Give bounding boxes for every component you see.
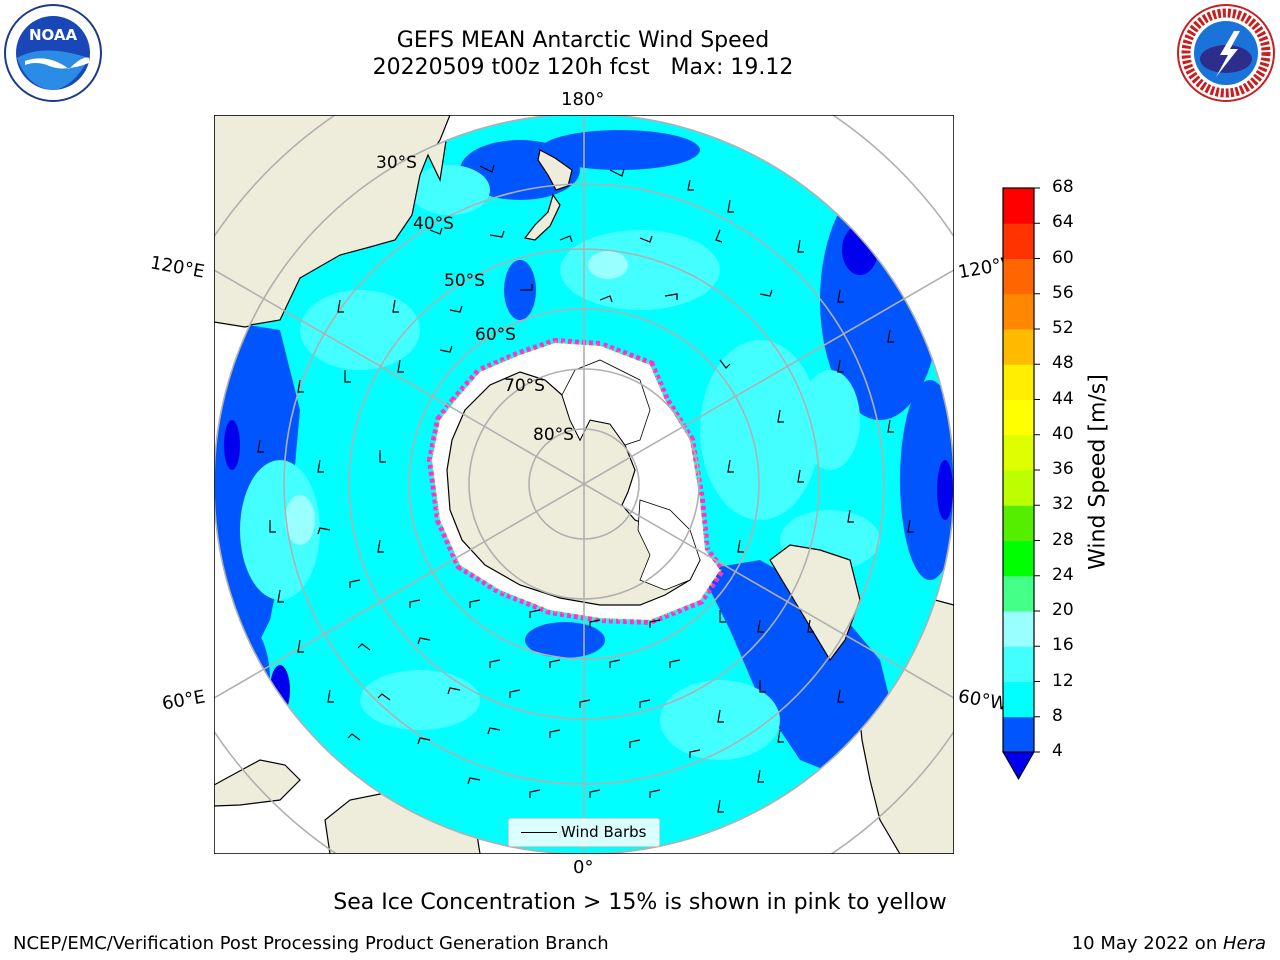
colorbar-tick-label: 64 — [1052, 212, 1074, 233]
lon-label-180: 180° — [561, 89, 605, 110]
chart-subtitle: 20220509 t00z 120h fcst Max: 19.12 — [372, 55, 794, 80]
new-zealand-south — [523, 193, 561, 241]
colorbar-segment — [1003, 681, 1034, 718]
chart-title: GEFS MEAN Antarctic Wind Speed — [396, 28, 770, 53]
colorbar-segment — [1003, 505, 1034, 541]
colorbar-tick-label: 24 — [1052, 564, 1074, 585]
colorbar-tick-label: 16 — [1052, 635, 1074, 656]
colorbar-segment — [1003, 293, 1034, 330]
colorbar-segment — [1003, 329, 1034, 365]
colorbar-tick-label: 48 — [1052, 353, 1074, 374]
legend-label: Wind Barbs — [561, 823, 647, 841]
colorbar-tick-label: 20 — [1052, 600, 1074, 620]
colorbar-tick-label: 28 — [1052, 529, 1074, 550]
lat-label-50s: 50°S — [444, 271, 485, 291]
lat-label-30s: 30°S — [376, 153, 417, 173]
lat-label-60s: 60°S — [475, 325, 516, 345]
colorbar-segment — [1003, 716, 1034, 753]
nws-logo-icon — [1177, 4, 1275, 102]
colorbar-segment — [1003, 470, 1034, 506]
footer-host: Hera — [1222, 933, 1266, 954]
colorbar-tick-label: 8 — [1052, 705, 1063, 726]
lat-label-70s: 70°S — [504, 376, 545, 396]
lat-label-40s: 40°S — [413, 214, 454, 234]
colorbar-segment — [1003, 646, 1034, 682]
noaa-logo-icon: NOAA — [4, 4, 102, 102]
colorbar — [1002, 187, 1040, 781]
noaa-logo-text: NOAA — [29, 26, 78, 44]
new-zealand-north — [537, 149, 573, 191]
sea-ice-caption: Sea Ice Concentration > 15% is shown in … — [333, 890, 947, 915]
map-legend: Wind Barbs — [508, 818, 660, 847]
colorbar-segment — [1003, 434, 1034, 471]
footer-date: 10 May 2022 on Hera — [1072, 933, 1266, 954]
colorbar-tick-label: 44 — [1052, 388, 1074, 409]
colorbar-tick-label: 52 — [1052, 318, 1074, 338]
colorbar-segment — [1003, 258, 1034, 295]
colorbar-segment — [1003, 364, 1034, 400]
colorbar-tick-label: 36 — [1052, 459, 1074, 479]
colorbar-segment — [1003, 575, 1034, 612]
colorbar-segment — [1003, 399, 1034, 436]
colorbar-segment — [1003, 611, 1034, 647]
wind-barbs — [257, 164, 914, 838]
colorbar-segment — [1003, 540, 1034, 577]
colorbar-extend-arrow — [1002, 751, 1035, 781]
mid-wind-zones — [240, 165, 880, 760]
footer-branch: NCEP/EMC/Verification Post Processing Pr… — [13, 933, 609, 954]
colorbar-tick-label: 68 — [1052, 177, 1074, 197]
colorbar-tick-label: 40 — [1052, 423, 1074, 444]
colorbar-tick-label: 4 — [1052, 741, 1063, 761]
colorbar-title: Wind Speed [m/s] — [1085, 374, 1111, 570]
footer-date-text: 10 May 2022 on — [1071, 933, 1223, 954]
barb-line-icon — [521, 832, 557, 833]
high-wind-zones — [285, 251, 628, 545]
colorbar-tick-label: 32 — [1052, 494, 1074, 515]
lat-label-80s: 80°S — [533, 425, 574, 445]
colorbar-tick-label: 56 — [1052, 282, 1074, 303]
colorbar-segment — [1003, 223, 1034, 259]
lon-label-0: 0° — [573, 857, 594, 878]
colorbar-tick-label: 12 — [1052, 670, 1074, 691]
colorbar-tick-label: 60 — [1052, 247, 1074, 268]
colorbar-segment — [1003, 188, 1034, 224]
